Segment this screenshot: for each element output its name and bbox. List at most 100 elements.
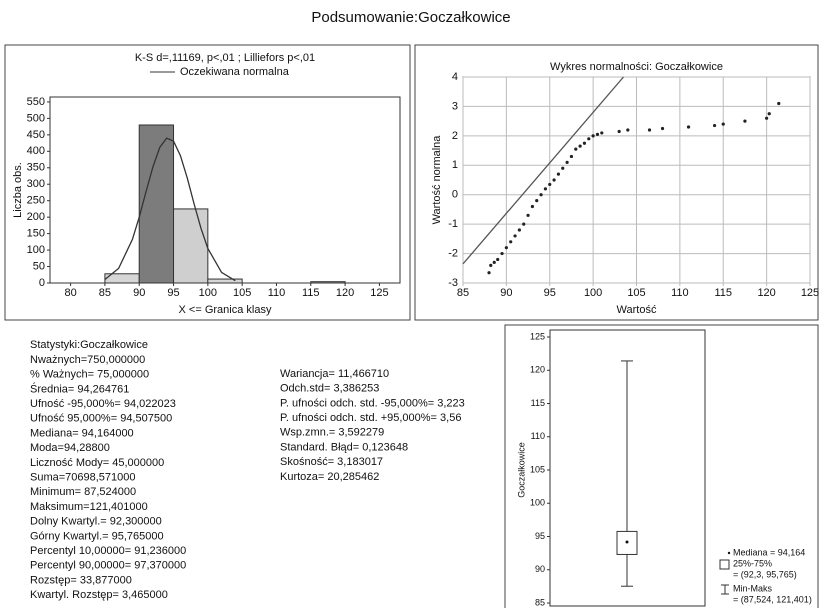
y-tick-label: 300 — [27, 178, 45, 190]
x-tick-label: 120 — [757, 287, 775, 299]
stat-line: Percentyl 10,00000= 91,236000 — [30, 545, 186, 557]
y-tick-label: 200 — [27, 211, 45, 223]
point — [626, 128, 630, 132]
stat-line: Suma=70698,571000 — [30, 472, 136, 484]
y-axis-label: Wartość normalna — [431, 135, 443, 225]
point — [496, 257, 500, 262]
stat-line: % Ważnych= 75,000000 — [30, 369, 149, 381]
point — [556, 172, 561, 176]
y-tick-label: 50 — [33, 260, 45, 272]
stat-line: Mediana= 94,164000 — [30, 427, 134, 439]
stat-line: P. ufności odch. std. +95,000%= 3,56 — [280, 412, 461, 424]
legend-swatch — [721, 584, 729, 595]
stat-line: Moda=94,28800 — [30, 442, 110, 454]
x-tick-label: 90 — [133, 287, 145, 299]
x-axis-label: X <= Granica klasy — [179, 304, 272, 316]
point — [587, 137, 591, 141]
legend-label: Oczekiwana normalna — [180, 66, 290, 78]
point — [504, 246, 508, 250]
y-tick-label: -1 — [448, 218, 458, 230]
y-tick-label: 100 — [27, 244, 45, 256]
stat-line: Percentyl 90,00000= 97,370000 — [30, 560, 186, 572]
point — [517, 228, 521, 232]
y-tick-label: 3 — [452, 100, 458, 112]
panel — [414, 44, 819, 321]
x-tick-label: 95 — [167, 287, 179, 299]
stat-line: Liczność Mody= 45,000000 — [30, 457, 164, 469]
point — [552, 178, 556, 182]
legend-label: = (92,3, 95,765) — [733, 569, 797, 579]
stats-panel: Statystyki:Goczałkowice Nważnych=750,0000… — [30, 339, 465, 601]
point — [539, 193, 543, 197]
y-tick-label: 105 — [530, 464, 545, 474]
point — [600, 131, 604, 135]
legend-label: = (87,524, 121,401) — [733, 594, 812, 604]
point — [530, 204, 535, 209]
y-tick-label: 125 — [530, 331, 545, 341]
x-tick-label: 90 — [500, 287, 512, 299]
bar — [138, 124, 175, 284]
panel — [504, 324, 819, 608]
point — [574, 147, 578, 151]
stat-line: Nważnych=750,000000 — [30, 354, 145, 366]
y-tick-label: 100 — [530, 498, 545, 508]
x-tick-label: 85 — [457, 287, 469, 299]
stat-line: Średnia= 94,264761 — [30, 382, 129, 395]
y-tick-label: -2 — [448, 247, 458, 259]
x-tick-label: 125 — [801, 287, 819, 299]
point — [686, 125, 691, 129]
stat-line: Standard. Błąd= 0,123648 — [280, 441, 408, 453]
x-tick-label: 120 — [336, 287, 354, 299]
point — [721, 122, 725, 126]
x-tick-label: 105 — [233, 287, 251, 299]
legend-swatch — [719, 559, 730, 570]
point — [647, 128, 652, 132]
x-tick-label: 115 — [714, 287, 732, 299]
point — [617, 129, 621, 134]
y-tick-label: 90 — [535, 564, 545, 574]
y-tick-label: 0 — [39, 277, 45, 289]
y-tick-label: 115 — [531, 398, 545, 408]
stat-line: Ufność -95,000%= 94,022023 — [30, 398, 176, 410]
chart-title: Wykres normalności: Goczałkowice — [550, 61, 723, 73]
stat-line: Wsp.zmn.= 3,592279 — [280, 427, 384, 439]
x-tick-label: 100 — [199, 287, 217, 299]
normal-curve — [104, 137, 236, 282]
stat-line: P. ufności odch. std. -95,000%= 3,223 — [280, 397, 465, 409]
plot-frame — [49, 96, 401, 284]
bar — [207, 278, 243, 284]
y-tick-label: 550 — [27, 96, 45, 108]
y-tick-label: 500 — [27, 112, 45, 124]
x-tick-label: 115 — [302, 287, 320, 299]
point — [660, 126, 665, 131]
y-tick-label: 400 — [27, 145, 45, 157]
y-tick-label: 2 — [452, 130, 458, 142]
x-axis-label: Wartość — [617, 304, 657, 316]
x-tick-label: 95 — [544, 287, 556, 299]
stat-line: Skośność= 3,183017 — [280, 456, 383, 468]
chart-title: K-S d=,11169, p<,01 ; Lilliefors p<,01 — [135, 52, 315, 64]
stat-line: Rozstęp= 33,877000 — [30, 574, 132, 586]
stats-title: Statystyki:Goczałkowice — [30, 339, 148, 351]
stat-line: Wariancja= 11,466710 — [280, 368, 389, 380]
x-tick-label: 105 — [627, 287, 645, 299]
y-axis-label: Goczałkowice — [516, 442, 526, 498]
y-tick-label: 4 — [452, 71, 458, 83]
point — [522, 222, 526, 226]
legend-swatch — [727, 551, 731, 555]
x-tick-label: 125 — [370, 287, 388, 299]
page-title: Podsumowanie:Goczałkowice — [311, 9, 510, 26]
x-tick-label: 110 — [268, 287, 286, 299]
stat-line: Kwartyl. Rozstęp= 3,465000 — [30, 589, 168, 601]
bar — [310, 281, 346, 284]
point — [565, 160, 569, 164]
bar — [173, 208, 209, 284]
legend-label: Min-Maks — [733, 583, 773, 593]
legend-label: 25%-75% — [733, 558, 772, 568]
point — [489, 263, 493, 267]
x-tick-label: 100 — [584, 287, 602, 299]
legend-label: Mediana = 94,164 — [733, 547, 805, 557]
point — [743, 119, 747, 123]
stat-line: Górny Kwartyl.= 95,765000 — [30, 530, 164, 542]
